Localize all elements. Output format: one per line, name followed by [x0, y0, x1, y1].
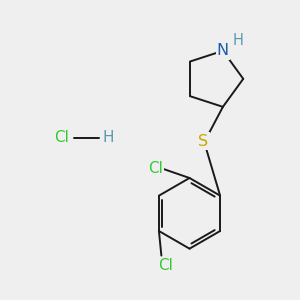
Text: Cl: Cl — [148, 161, 163, 176]
Text: S: S — [198, 134, 208, 149]
Text: Cl: Cl — [158, 258, 173, 273]
Text: H: H — [103, 130, 114, 145]
Text: H: H — [232, 32, 243, 47]
Text: Cl: Cl — [54, 130, 69, 145]
Text: N: N — [217, 43, 229, 58]
